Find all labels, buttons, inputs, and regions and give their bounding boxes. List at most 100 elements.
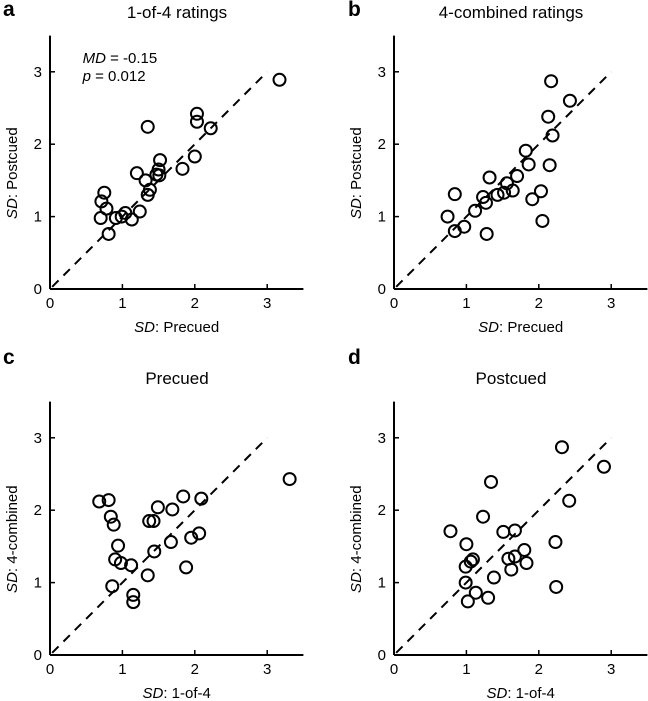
data-point xyxy=(549,579,564,594)
data-point xyxy=(476,509,491,524)
y-axis-label-rest: : Postcued xyxy=(4,127,21,198)
data-point xyxy=(548,535,563,550)
x-tick-label: 0 xyxy=(390,295,398,312)
y-tick-label: 3 xyxy=(34,430,42,447)
x-tick-label: 3 xyxy=(607,295,615,312)
x-axis-label-rest: : Precued xyxy=(499,319,563,336)
x-tick-label: 3 xyxy=(607,661,615,678)
data-point xyxy=(479,226,494,241)
y-axis-label-rest: : 4-combined xyxy=(348,485,365,572)
data-point xyxy=(124,558,139,573)
x-tick-label: 2 xyxy=(535,295,543,312)
data-point xyxy=(505,183,520,198)
x-tick-label: 2 xyxy=(191,295,199,312)
x-axis-label: SD: 1-of-4 xyxy=(487,685,555,701)
x-tick-label: 0 xyxy=(46,295,54,312)
y-tick-label: 3 xyxy=(378,64,386,81)
panel-letter: d xyxy=(348,346,361,369)
data-point xyxy=(535,213,550,228)
data-point xyxy=(457,219,472,234)
data-point xyxy=(545,128,560,143)
data-point xyxy=(189,114,204,129)
y-tick-label: 1 xyxy=(378,209,386,226)
data-point xyxy=(142,514,157,529)
data-point xyxy=(562,93,577,108)
y-axis-label-rest: : 4-combined xyxy=(4,485,21,572)
data-point xyxy=(152,168,167,183)
md-label: MD xyxy=(83,50,106,67)
data-point xyxy=(504,562,519,577)
panel-title: Postcued xyxy=(476,369,547,388)
data-point xyxy=(544,74,559,89)
x-axis-label-italic: SD xyxy=(487,685,508,701)
data-point xyxy=(184,530,199,545)
x-tick-label: 2 xyxy=(535,661,543,678)
data-point xyxy=(101,493,116,508)
data-point xyxy=(113,556,128,571)
data-point xyxy=(176,489,191,504)
data-point xyxy=(486,570,501,585)
data-point xyxy=(521,157,536,172)
data-point xyxy=(533,184,548,199)
data-point xyxy=(140,187,155,202)
data-point xyxy=(124,212,139,227)
y-tick-label: 1 xyxy=(34,575,42,592)
y-axis-label-italic: SD xyxy=(348,198,365,219)
y-tick-label: 0 xyxy=(378,647,386,664)
y-axis-label-italic: SD xyxy=(4,198,21,219)
y-tick-label: 2 xyxy=(378,136,386,153)
data-point xyxy=(140,568,155,583)
data-point xyxy=(460,594,475,609)
data-point xyxy=(92,494,107,509)
data-point xyxy=(103,509,118,524)
data-point xyxy=(541,109,556,124)
y-axis-label-italic: SD xyxy=(4,572,21,593)
x-tick-label: 0 xyxy=(390,661,398,678)
data-point xyxy=(484,474,499,489)
data-point xyxy=(507,549,522,564)
data-point xyxy=(443,524,458,539)
data-point xyxy=(447,187,462,202)
y-tick-label: 1 xyxy=(34,209,42,226)
panel-title: 4-combined ratings xyxy=(439,3,584,22)
x-axis-label-italic: SD xyxy=(478,319,499,336)
y-axis-label: SD: 4-combined xyxy=(4,485,21,593)
panel-letter: b xyxy=(348,0,361,21)
data-point xyxy=(153,153,168,168)
y-axis-label: SD: Postcued xyxy=(348,127,365,219)
data-point xyxy=(458,559,473,574)
x-tick-label: 1 xyxy=(118,295,126,312)
data-point xyxy=(510,169,525,184)
data-point xyxy=(507,523,522,538)
x-tick-label: 1 xyxy=(462,295,470,312)
data-point xyxy=(596,459,611,474)
data-point xyxy=(150,500,165,515)
x-axis-label-rest: : Precued xyxy=(155,319,219,336)
data-point xyxy=(97,185,112,200)
data-point xyxy=(282,472,297,487)
panel-letter: a xyxy=(3,0,15,21)
data-point xyxy=(458,575,473,590)
y-tick-label: 0 xyxy=(34,647,42,664)
data-point xyxy=(146,514,161,529)
y-tick-label: 3 xyxy=(34,64,42,81)
y-axis-label: SD: 4-combined xyxy=(348,485,365,593)
data-point xyxy=(189,106,204,121)
x-tick-label: 2 xyxy=(191,661,199,678)
data-point xyxy=(468,585,483,600)
x-axis-label: SD: Precued xyxy=(478,319,563,336)
panel-letter: c xyxy=(3,346,15,369)
data-point xyxy=(140,119,155,134)
y-axis-label-rest: : Postcued xyxy=(348,127,365,198)
data-point xyxy=(478,195,493,210)
data-point xyxy=(147,544,162,559)
data-point xyxy=(106,517,121,532)
data-point xyxy=(440,209,455,224)
data-point xyxy=(192,526,207,541)
data-point xyxy=(175,161,190,176)
data-point xyxy=(165,502,180,517)
data-point xyxy=(179,560,194,575)
